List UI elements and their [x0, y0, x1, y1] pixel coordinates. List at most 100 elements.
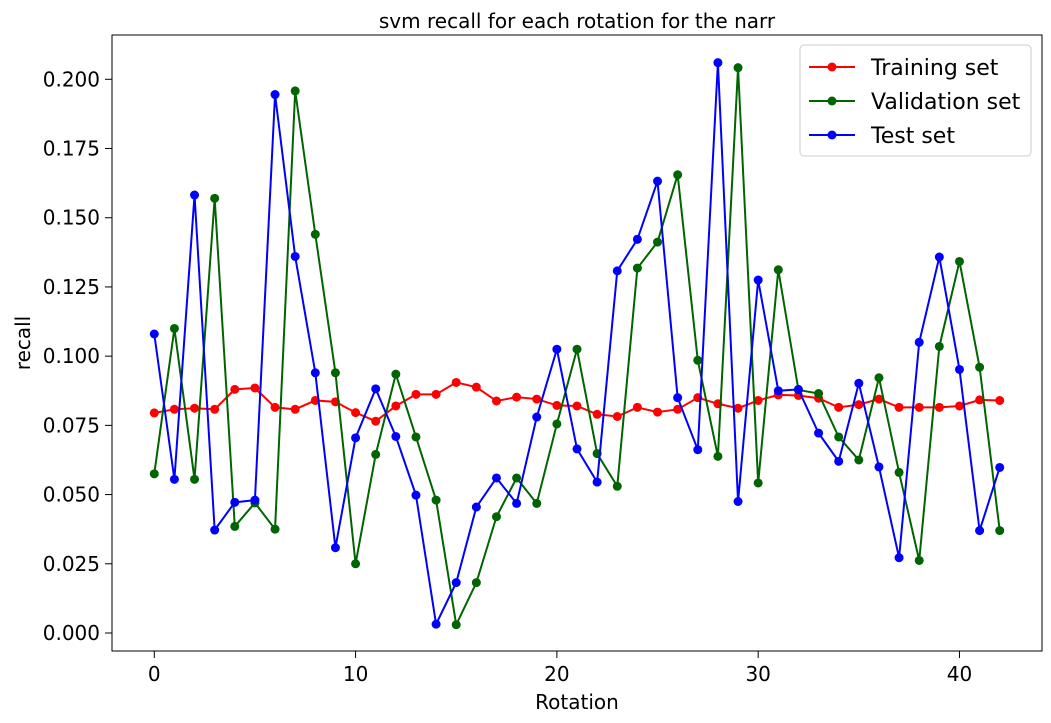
data-point-test-set: [431, 619, 441, 629]
data-point-test-set: [954, 364, 964, 374]
data-point-training-set: [451, 377, 461, 387]
data-point-validation-set: [914, 555, 924, 565]
data-point-training-set: [351, 408, 361, 418]
data-point-validation-set: [572, 344, 582, 354]
data-point-test-set: [270, 90, 280, 100]
x-tick-label: 20: [544, 662, 569, 686]
data-point-training-set: [954, 401, 964, 411]
data-point-training-set: [733, 403, 743, 413]
data-point-test-set: [190, 190, 200, 200]
data-point-test-set: [753, 275, 763, 285]
data-point-training-set: [391, 401, 401, 411]
data-point-training-set: [532, 394, 542, 404]
data-point-test-set: [814, 428, 824, 438]
x-tick-label: 10: [343, 662, 368, 686]
data-point-validation-set: [451, 620, 461, 630]
data-point-training-set: [491, 396, 501, 406]
data-point-test-set: [995, 462, 1005, 472]
data-point-validation-set: [230, 521, 240, 531]
data-point-validation-set: [733, 63, 743, 73]
data-point-test-set: [169, 474, 179, 484]
data-point-test-set: [693, 445, 703, 455]
data-point-test-set: [451, 578, 461, 588]
legend: Training set Validation set Test set: [799, 44, 1032, 157]
series-layer: [149, 58, 1005, 630]
data-point-validation-set: [471, 578, 481, 588]
data-point-training-set: [975, 395, 985, 405]
legend-box: [799, 44, 1032, 157]
data-point-validation-set: [975, 362, 985, 372]
data-point-test-set: [632, 234, 642, 244]
data-point-validation-set: [532, 498, 542, 508]
data-point-test-set: [854, 378, 864, 388]
data-point-validation-set: [169, 323, 179, 333]
data-point-validation-set: [391, 369, 401, 379]
data-point-test-set: [713, 58, 723, 68]
data-point-test-set: [230, 497, 240, 507]
data-point-training-set: [592, 409, 602, 419]
data-point-test-set: [491, 473, 501, 483]
data-point-training-set: [673, 404, 683, 414]
data-point-training-set: [250, 383, 260, 393]
data-point-validation-set: [552, 419, 562, 429]
data-point-test-set: [934, 252, 944, 262]
data-point-training-set: [512, 392, 522, 402]
data-point-validation-set: [874, 373, 884, 383]
data-point-test-set: [330, 543, 340, 553]
data-point-training-set: [552, 400, 562, 410]
data-point-training-set: [149, 408, 159, 418]
data-point-training-set: [653, 407, 663, 417]
y-tick-label: 0.050: [43, 483, 100, 507]
data-point-test-set: [793, 384, 803, 394]
y-tick-label: 0.000: [43, 621, 100, 645]
data-point-training-set: [753, 395, 763, 405]
data-point-test-set: [653, 176, 663, 186]
data-point-test-set: [592, 477, 602, 487]
legend-items: Training set Validation set Test set: [809, 56, 1021, 149]
x-tick-label: 40: [947, 662, 972, 686]
data-point-training-set: [230, 384, 240, 394]
legend-label-training-set: Training set: [870, 56, 999, 81]
data-point-validation-set: [995, 526, 1005, 536]
data-point-validation-set: [934, 341, 944, 351]
data-point-test-set: [250, 495, 260, 505]
data-point-validation-set: [491, 512, 501, 522]
data-point-validation-set: [330, 368, 340, 378]
data-point-validation-set: [693, 355, 703, 365]
legend-marker-training-set: [827, 62, 837, 72]
data-point-validation-set: [753, 478, 763, 488]
data-point-training-set: [612, 412, 622, 422]
chart-title: svm recall for each rotation for the nar…: [379, 9, 776, 33]
y-tick-label: 0.175: [43, 137, 100, 161]
data-point-validation-set: [653, 237, 663, 247]
x-tick-label: 30: [745, 662, 770, 686]
data-point-test-set: [310, 368, 320, 378]
data-point-validation-set: [713, 451, 723, 461]
data-point-test-set: [914, 337, 924, 347]
data-point-training-set: [190, 403, 200, 413]
data-point-validation-set: [834, 432, 844, 442]
data-point-test-set: [552, 344, 562, 354]
y-tick-label: 0.075: [43, 413, 100, 437]
legend-marker-validation-set: [827, 96, 837, 106]
data-point-validation-set: [512, 473, 522, 483]
data-point-test-set: [290, 251, 300, 261]
data-point-training-set: [169, 404, 179, 414]
data-point-training-set: [834, 402, 844, 412]
data-point-validation-set: [854, 455, 864, 465]
y-axis-label: recall: [11, 316, 35, 370]
data-point-test-set: [733, 496, 743, 506]
data-point-training-set: [210, 404, 220, 414]
data-point-validation-set: [270, 524, 280, 534]
data-point-training-set: [290, 404, 300, 414]
data-point-validation-set: [371, 449, 381, 459]
data-point-validation-set: [814, 389, 824, 399]
data-point-validation-set: [894, 467, 904, 477]
data-point-validation-set: [431, 495, 441, 505]
data-point-training-set: [411, 389, 421, 399]
data-point-training-set: [934, 402, 944, 412]
data-point-test-set: [391, 431, 401, 441]
data-point-test-set: [834, 456, 844, 466]
data-point-validation-set: [612, 481, 622, 491]
data-point-training-set: [471, 382, 481, 392]
